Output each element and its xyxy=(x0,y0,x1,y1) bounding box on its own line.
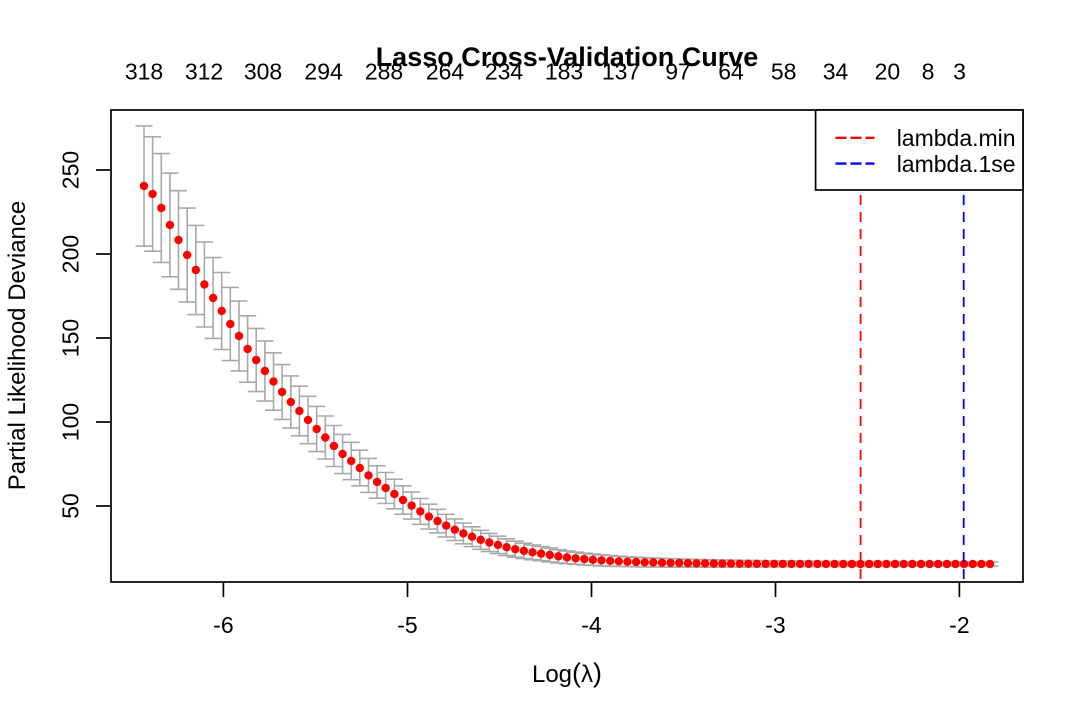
svg-text:308: 308 xyxy=(244,59,282,85)
svg-text:200: 200 xyxy=(58,235,84,273)
svg-text:137: 137 xyxy=(602,59,640,85)
svg-text:8: 8 xyxy=(922,59,935,85)
svg-text:Partial Likelihood Deviance: Partial Likelihood Deviance xyxy=(4,201,31,491)
svg-text:34: 34 xyxy=(823,59,849,85)
svg-text:58: 58 xyxy=(771,59,797,85)
svg-text:-6: -6 xyxy=(213,612,233,638)
svg-text:150: 150 xyxy=(58,319,84,357)
svg-text:-3: -3 xyxy=(765,612,785,638)
svg-text:264: 264 xyxy=(426,59,465,85)
svg-text:-4: -4 xyxy=(581,612,602,638)
svg-text:97: 97 xyxy=(665,59,691,85)
svg-text:234: 234 xyxy=(485,59,524,85)
svg-text:Log(λ): Log(λ) xyxy=(532,658,602,688)
svg-text:288: 288 xyxy=(365,59,403,85)
svg-text:294: 294 xyxy=(304,59,343,85)
svg-text:lambda.1se: lambda.1se xyxy=(897,151,1016,177)
svg-text:Lasso Cross-Validation Curve: Lasso Cross-Validation Curve xyxy=(376,42,759,72)
svg-text:250: 250 xyxy=(58,151,84,189)
svg-text:183: 183 xyxy=(545,59,583,85)
svg-text:100: 100 xyxy=(58,403,84,441)
svg-text:-5: -5 xyxy=(397,612,417,638)
svg-text:-2: -2 xyxy=(949,612,969,638)
svg-text:3: 3 xyxy=(953,59,966,85)
svg-text:20: 20 xyxy=(875,59,901,85)
svg-text:50: 50 xyxy=(58,493,84,519)
svg-text:312: 312 xyxy=(185,59,223,85)
svg-text:64: 64 xyxy=(718,59,744,85)
svg-text:lambda.min: lambda.min xyxy=(897,125,1016,151)
svg-text:318: 318 xyxy=(125,59,163,85)
